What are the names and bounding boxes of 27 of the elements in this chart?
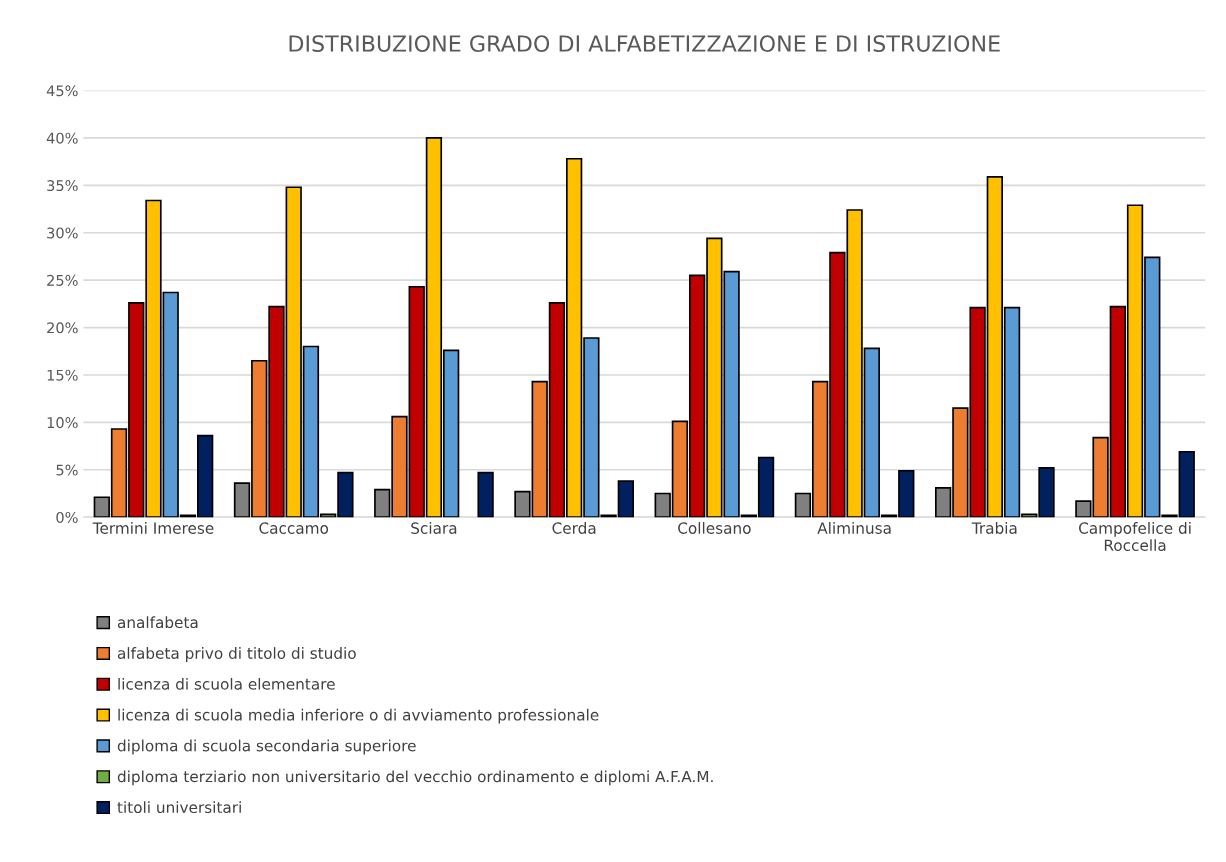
- y-tick-label: 30%: [47, 227, 78, 239]
- legend-label: titoli universitari: [117, 801, 241, 814]
- y-tick-label: 0%: [56, 511, 78, 523]
- x-tick-label: Termini Imerese: [92, 522, 214, 534]
- legend-label: diploma terziario non universitario del vecchio ordinamento e diplomi A.F.A.M.: [117, 770, 713, 786]
- x-tick-label: Cerda: [552, 522, 596, 534]
- y-tick-label: 20%: [47, 322, 78, 334]
- y-tick-label: 40%: [46, 132, 78, 144]
- legend-label: licenza di scuola media inferiore o di avviamento professionale: [118, 708, 599, 724]
- legend-label: alfabeta privo di titolo di studio: [117, 647, 356, 662]
- y-tick-label: 15%: [47, 369, 78, 381]
- chart-title: DISTRIBUZIONE GRADO DI ALFABETIZZAZIONE E DI ISTRUZIONE: [289, 35, 1000, 52]
- y-tick-label: 25%: [47, 274, 78, 286]
- x-tick-label: Collesano: [678, 522, 751, 534]
- x-tick-label: Aliminusa: [817, 522, 891, 534]
- x-tick-label: Caccamo: [259, 522, 329, 534]
- y-tick-label: 35%: [47, 180, 78, 192]
- legend-label: analfabeta: [117, 616, 198, 629]
- y-tick-label: 45%: [46, 85, 78, 97]
- x-tick-label: Sciara: [411, 522, 457, 534]
- legend-label: diploma di scuola secondaria superiore: [117, 739, 416, 755]
- y-tick-label: 10%: [47, 417, 78, 429]
- y-tick-label: 5%: [56, 464, 78, 476]
- x-tick-label: Campofelice di Roccella: [1078, 522, 1191, 551]
- bar: [477, 471, 494, 518]
- legend-label: licenza di scuola elementare: [118, 677, 335, 690]
- x-tick-label: Trabia: [971, 522, 1017, 534]
